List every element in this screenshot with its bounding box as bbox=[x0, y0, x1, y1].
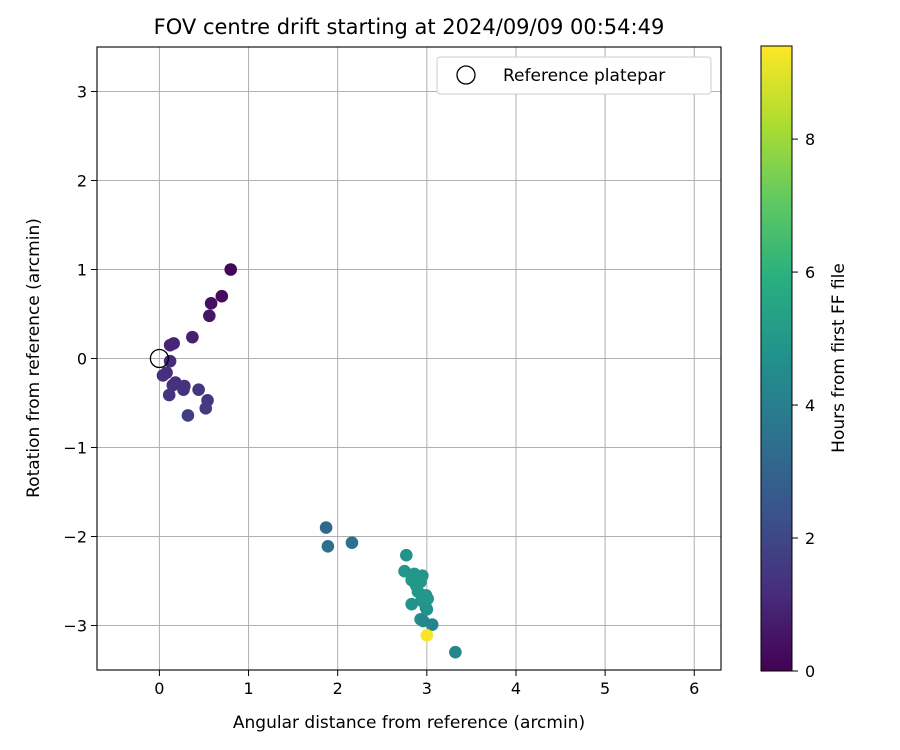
y-axis-label: Rotation from reference (arcmin) bbox=[24, 218, 44, 498]
colorbar-tick-label: 2 bbox=[805, 529, 815, 548]
y-tick-label: 2 bbox=[77, 172, 87, 191]
data-point bbox=[199, 402, 213, 415]
y-tick-label: −2 bbox=[63, 528, 87, 547]
data-point bbox=[405, 597, 418, 611]
colorbar-tick-label: 6 bbox=[805, 263, 815, 282]
data-point bbox=[163, 338, 177, 352]
x-axis-ticks: 0 1 2 3 4 5 6 bbox=[154, 670, 699, 698]
data-point bbox=[224, 263, 238, 276]
y-tick-label: 3 bbox=[77, 83, 87, 102]
colorbar bbox=[760, 45, 793, 672]
y-axis-ticks: −3 −2 −1 0 1 2 3 bbox=[63, 83, 97, 636]
legend-entry-reference-platepar: Reference platepar bbox=[503, 66, 665, 86]
reference-platepar-marker bbox=[149, 348, 170, 369]
x-tick-label: 1 bbox=[243, 679, 253, 698]
data-point bbox=[449, 645, 462, 659]
data-point bbox=[181, 409, 195, 422]
x-tick-label: 6 bbox=[689, 679, 699, 698]
legend-box bbox=[436, 56, 712, 95]
data-point bbox=[420, 628, 434, 642]
data-point bbox=[400, 548, 413, 562]
x-tick-label: 0 bbox=[154, 679, 164, 698]
x-tick-label: 3 bbox=[422, 679, 432, 698]
y-tick-label: −1 bbox=[63, 439, 87, 458]
colorbar-tick-label: 0 bbox=[805, 662, 815, 681]
y-tick-label: 1 bbox=[77, 261, 87, 280]
data-point bbox=[420, 603, 434, 616]
chart-title: FOV centre drift starting at 2024/09/09 … bbox=[154, 15, 665, 39]
data-point bbox=[186, 330, 199, 344]
data-point bbox=[156, 369, 170, 382]
data-point bbox=[321, 539, 335, 553]
data-point bbox=[192, 383, 205, 396]
x-tick-label: 4 bbox=[511, 679, 521, 698]
data-point bbox=[215, 289, 229, 303]
data-point bbox=[166, 378, 180, 392]
colorbar-tick-label: 8 bbox=[805, 130, 815, 149]
y-tick-label: 0 bbox=[77, 350, 87, 369]
y-tick-label: −3 bbox=[63, 617, 87, 636]
colorbar-tick-label: 4 bbox=[805, 396, 815, 415]
data-point bbox=[398, 564, 411, 578]
data-point bbox=[162, 388, 176, 402]
x-tick-label: 2 bbox=[333, 679, 343, 698]
colorbar-label: Hours from first FF file bbox=[829, 263, 849, 453]
data-point bbox=[425, 618, 439, 631]
colorbar-ticks: 0 2 4 6 8 bbox=[792, 130, 815, 681]
data-point bbox=[177, 383, 190, 396]
data-point bbox=[345, 536, 359, 550]
legend: Reference platepar bbox=[436, 56, 712, 95]
x-tick-label: 5 bbox=[600, 679, 610, 698]
data-point bbox=[203, 309, 216, 323]
data-points bbox=[156, 263, 462, 659]
legend-marker bbox=[456, 65, 476, 85]
data-point bbox=[204, 297, 218, 310]
x-axis-label: Angular distance from reference (arcmin) bbox=[233, 713, 585, 733]
data-point bbox=[319, 521, 333, 534]
